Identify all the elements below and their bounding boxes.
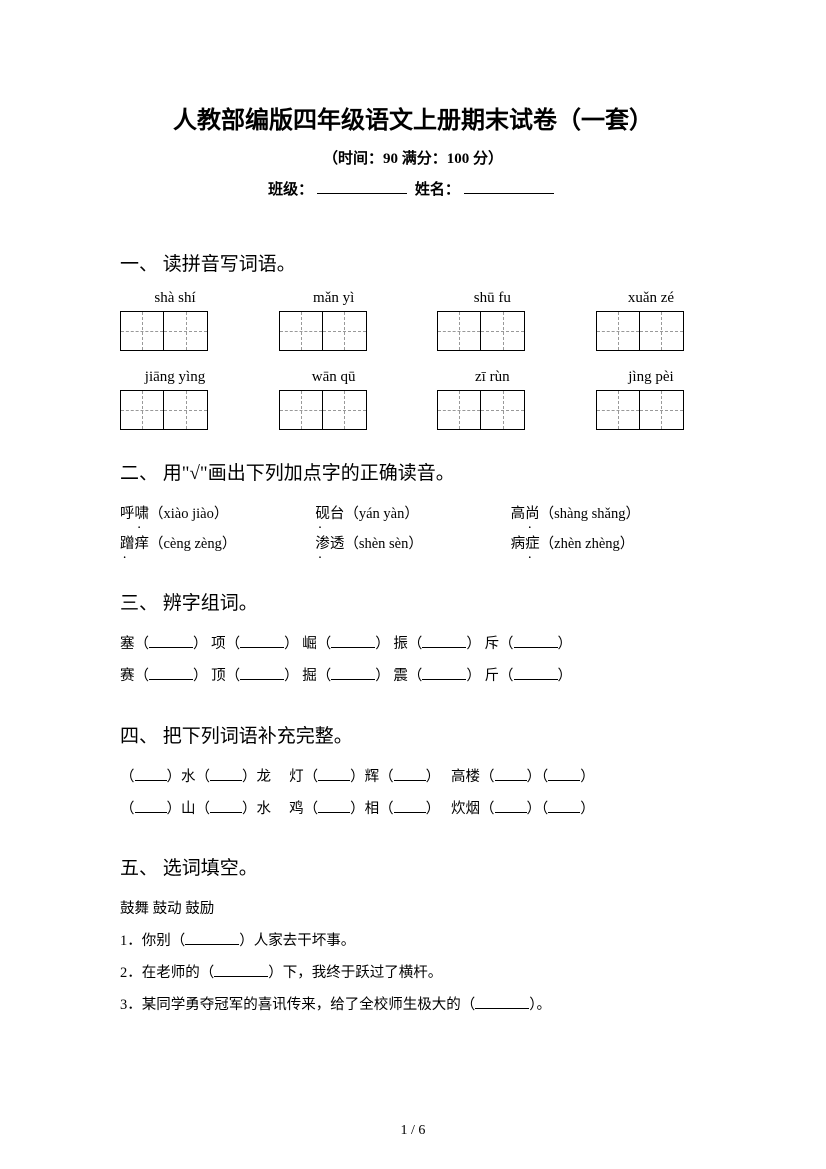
fill-blank[interactable] bbox=[475, 994, 529, 1010]
box-row-2 bbox=[120, 390, 706, 430]
q2-row-2: 蹭痒（cèng zèng） 渗透（shèn sèn） 病症（zhèn zhèng… bbox=[120, 529, 706, 559]
exam-page: 人教部编版四年级语文上册期末试卷（一套） （时间：90 满分：100 分） 班级… bbox=[0, 0, 826, 1169]
fill-blank[interactable] bbox=[514, 664, 558, 680]
class-label: 班级： bbox=[268, 182, 313, 198]
pinyin-label: xuǎn zé bbox=[596, 290, 706, 307]
fill-blank[interactable] bbox=[394, 765, 426, 781]
box-row-1 bbox=[120, 311, 706, 351]
q5-q2: 2．在老师的（）下，我终于跃过了横杆。 bbox=[120, 958, 706, 990]
fill-blank[interactable] bbox=[135, 765, 167, 781]
answer-box[interactable] bbox=[437, 311, 547, 351]
q2-item: 渗透（shèn sèn） bbox=[315, 529, 510, 559]
q4-row-2: （）山（）水 鸡（）相（） 炊烟（）（） bbox=[120, 794, 706, 826]
section-2-head: 二、 用"√"画出下列加点字的正确读音。 bbox=[120, 458, 706, 485]
section-1-head: 一、 读拼音写词语。 bbox=[120, 249, 706, 276]
pinyin-label: zī rùn bbox=[437, 369, 547, 386]
q2-row-1: 呼啸（xiào jiào） 砚台（yán yàn） 高尚（shàng shǎng… bbox=[120, 499, 706, 529]
fill-blank[interactable] bbox=[394, 797, 426, 813]
q5-words: 鼓舞 鼓动 鼓励 bbox=[120, 894, 706, 926]
section-3-head: 三、 辨字组词。 bbox=[120, 588, 706, 615]
section-4-head: 四、 把下列词语补充完整。 bbox=[120, 721, 706, 748]
answer-box[interactable] bbox=[120, 390, 230, 430]
answer-box[interactable] bbox=[596, 311, 706, 351]
fill-blank[interactable] bbox=[210, 765, 242, 781]
q3-row-1: 塞（） 项（） 崛（） 振（） 斥（） bbox=[120, 629, 706, 661]
answer-box[interactable] bbox=[279, 390, 389, 430]
fill-blank[interactable] bbox=[495, 797, 527, 813]
pinyin-label: jiāng yìng bbox=[120, 369, 230, 386]
class-blank[interactable] bbox=[317, 193, 407, 194]
q5-q1: 1．你别（）人家去干坏事。 bbox=[120, 926, 706, 958]
fill-blank[interactable] bbox=[548, 765, 580, 781]
q5-q3: 3．某同学勇夺冠军的喜讯传来，给了全校师生极大的（）。 bbox=[120, 990, 706, 1022]
info-line: 班级： 姓名： bbox=[120, 178, 706, 199]
fill-blank[interactable] bbox=[149, 632, 193, 648]
fill-blank[interactable] bbox=[331, 632, 375, 648]
fill-blank[interactable] bbox=[185, 930, 239, 946]
answer-box[interactable] bbox=[279, 311, 389, 351]
q2-item: 高尚（shàng shǎng） bbox=[511, 499, 706, 529]
fill-blank[interactable] bbox=[210, 797, 242, 813]
fill-blank[interactable] bbox=[318, 765, 350, 781]
name-blank[interactable] bbox=[464, 193, 554, 194]
fill-blank[interactable] bbox=[318, 797, 350, 813]
section-5-head: 五、 选词填空。 bbox=[120, 853, 706, 880]
pinyin-label: mǎn yì bbox=[279, 290, 389, 307]
fill-blank[interactable] bbox=[331, 664, 375, 680]
pinyin-row-2: jiāng yìng wān qū zī rùn jìng pèi bbox=[120, 369, 706, 386]
pinyin-label: shà shí bbox=[120, 290, 230, 307]
answer-box[interactable] bbox=[596, 390, 706, 430]
fill-blank[interactable] bbox=[135, 797, 167, 813]
fill-blank[interactable] bbox=[149, 664, 193, 680]
fill-blank[interactable] bbox=[240, 664, 284, 680]
q3-row-2: 赛（） 顶（） 掘（） 震（） 斤（） bbox=[120, 661, 706, 693]
answer-box[interactable] bbox=[120, 311, 230, 351]
pinyin-label: shū fu bbox=[437, 290, 547, 307]
name-label: 姓名： bbox=[415, 182, 460, 198]
q2-item: 蹭痒（cèng zèng） bbox=[120, 529, 315, 559]
fill-blank[interactable] bbox=[422, 632, 466, 648]
page-title: 人教部编版四年级语文上册期末试卷（一套） bbox=[120, 100, 706, 135]
page-subtitle: （时间：90 满分：100 分） bbox=[120, 147, 706, 168]
q2-item: 病症（zhèn zhèng） bbox=[511, 529, 706, 559]
pinyin-row-1: shà shí mǎn yì shū fu xuǎn zé bbox=[120, 290, 706, 307]
answer-box[interactable] bbox=[437, 390, 547, 430]
fill-blank[interactable] bbox=[214, 962, 268, 978]
page-number: 1 / 6 bbox=[0, 1123, 826, 1139]
q4-row-1: （）水（）龙 灯（）辉（） 高楼（）（） bbox=[120, 762, 706, 794]
fill-blank[interactable] bbox=[240, 632, 284, 648]
q2-item: 砚台（yán yàn） bbox=[315, 499, 510, 529]
fill-blank[interactable] bbox=[495, 765, 527, 781]
q2-item: 呼啸（xiào jiào） bbox=[120, 499, 315, 529]
fill-blank[interactable] bbox=[422, 664, 466, 680]
pinyin-label: jìng pèi bbox=[596, 369, 706, 386]
pinyin-label: wān qū bbox=[279, 369, 389, 386]
fill-blank[interactable] bbox=[548, 797, 580, 813]
fill-blank[interactable] bbox=[514, 632, 558, 648]
